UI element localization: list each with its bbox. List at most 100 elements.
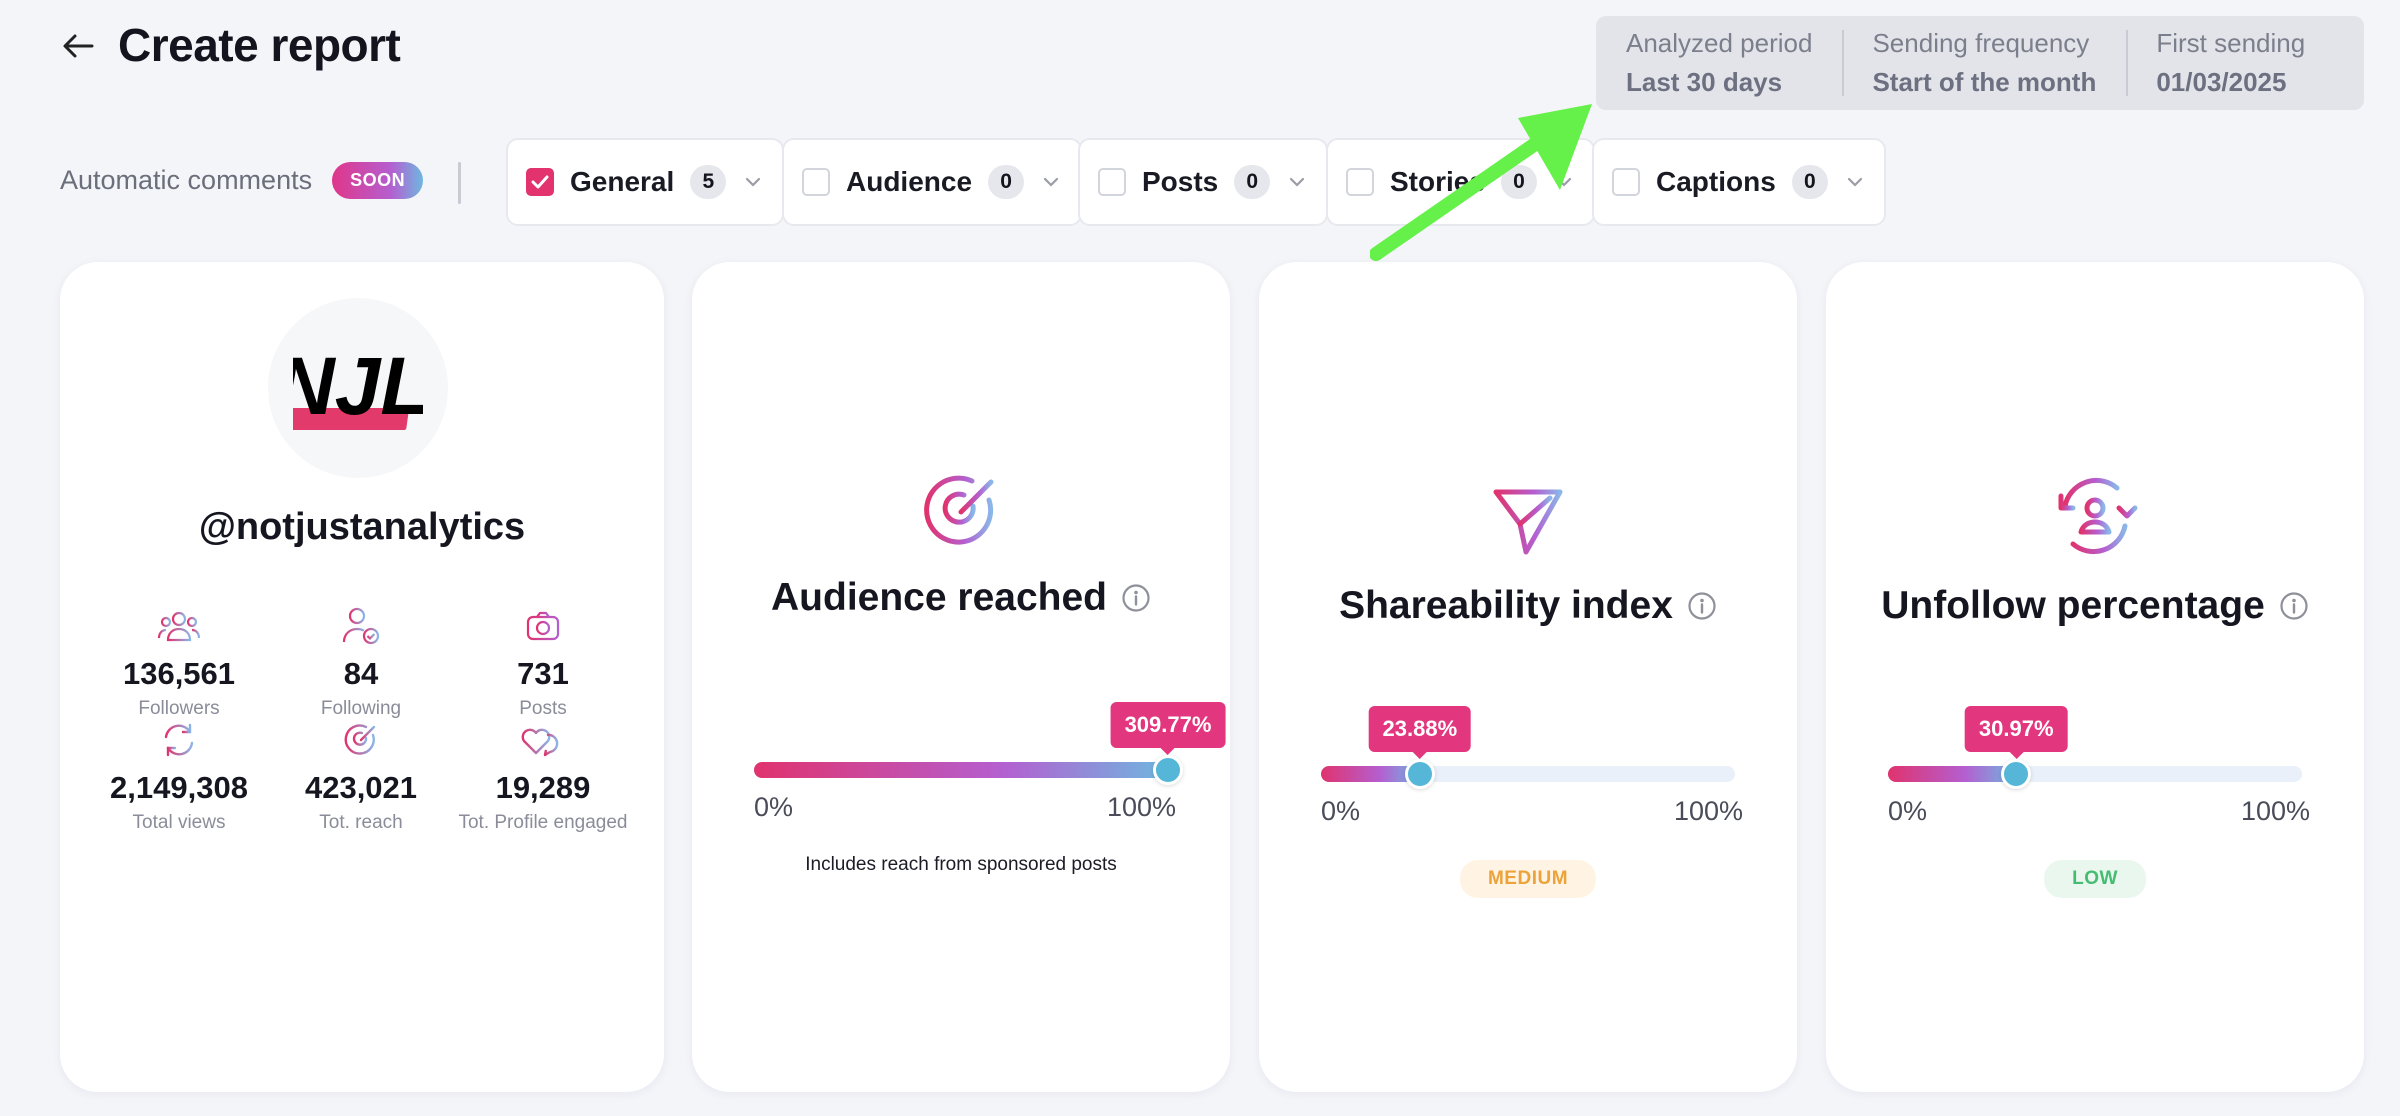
soon-badge: SOON (332, 162, 424, 199)
user-check-icon (342, 607, 380, 645)
metric-title: Audience reached (692, 576, 1230, 620)
annotation-arrow-icon (1370, 104, 1592, 261)
checkbox-posts[interactable] (1098, 168, 1126, 196)
stat-posts: 731 Posts (428, 606, 658, 720)
target-icon (344, 724, 376, 755)
automatic-comments: Automatic comments SOON (60, 162, 424, 199)
divider (458, 162, 461, 204)
stat-value: 19,289 (495, 770, 591, 805)
filter-count: 0 (988, 165, 1025, 199)
check-icon (531, 175, 549, 189)
camera-icon (526, 611, 560, 641)
filter-count: 0 (1791, 165, 1828, 199)
range-min-label: 0% (1888, 796, 1928, 826)
filter-label: Posts (1142, 166, 1219, 197)
slider-fill (1321, 766, 1420, 782)
filter-audience[interactable]: Audience 0 (782, 138, 1083, 226)
slider-value-tooltip: 23.88% (1368, 706, 1472, 759)
metric-title: Unfollow percentage (1826, 584, 2364, 628)
level-badge: MEDIUM (1459, 860, 1597, 898)
range-max-label: 100% (2240, 796, 2310, 826)
stat-label: Following (320, 698, 402, 719)
hearts-icon (521, 728, 559, 757)
page-title: Create report (118, 19, 401, 71)
filter-label: General (570, 166, 675, 197)
chevron-down-icon[interactable] (1040, 177, 1062, 187)
slider-fill (754, 762, 1168, 778)
stat-label: Followers (138, 698, 220, 719)
stat-followers: 136,561 Followers (64, 606, 294, 720)
slider-thumb[interactable] (1153, 755, 1183, 785)
stat-label: Tot. Profile engaged (458, 812, 628, 833)
stat-value: 2,149,308 (110, 770, 248, 805)
range-min-label: 0% (754, 792, 794, 822)
range-max-label: 100% (1106, 792, 1176, 822)
range-max-label: 100% (1673, 796, 1743, 826)
summary-value: 01/03/2025 (2156, 67, 2287, 97)
summary-analyzed-period: Analyzed period Last 30 days (1596, 16, 1842, 110)
unfollow-slider: 30.97% (1888, 706, 2302, 789)
automatic-comments-label: Automatic comments (60, 165, 313, 195)
checkbox-captions[interactable] (1612, 168, 1640, 196)
checkbox-stories[interactable] (1346, 168, 1374, 196)
stat-label: Tot. reach (319, 812, 403, 833)
summary-sending-frequency: Sending frequency Start of the month (1842, 16, 2126, 110)
brand-logo: NJL (268, 298, 448, 478)
metric-note: Includes reach from sponsored posts (805, 854, 1117, 875)
checkbox-general[interactable] (526, 168, 554, 196)
summary-value: Start of the month (1872, 67, 2097, 97)
filter-count: 5 (690, 165, 727, 199)
audience-reached-slider: 309.77% (754, 702, 1226, 785)
back-button[interactable] (58, 28, 98, 64)
slider-thumb[interactable] (2001, 759, 2032, 789)
shareability-title: Shareability index (1339, 584, 1673, 627)
audience-reached-title: Audience reached (771, 576, 1107, 619)
filter-count: 0 (1234, 165, 1271, 199)
audience-reached-card: Audience reached 309.77% 0% 100% Include… (692, 262, 1230, 1092)
profile-card: NJL @notjustanalytics 136,561 Followers … (60, 262, 664, 1092)
summary-label: Analyzed period (1626, 28, 1813, 58)
filter-general[interactable]: General 5 (506, 138, 785, 226)
summary-value: Last 30 days (1626, 67, 1783, 97)
funnel-icon (1493, 489, 1563, 555)
stat-value: 423,021 (304, 770, 418, 805)
stat-profile-engaged: 19,289 Tot. Profile engaged (428, 720, 658, 834)
chevron-down-icon[interactable] (1286, 177, 1308, 187)
unfollow-card: Unfollow percentage 30.97% 0% 100% LOW (1826, 262, 2364, 1092)
svg-text:NJL: NJL (293, 341, 423, 432)
arrow-left-icon (63, 34, 94, 58)
stat-label: Total views (132, 812, 226, 833)
chevron-down-icon[interactable] (742, 177, 764, 187)
slider-value-tooltip: 309.77% (1110, 702, 1226, 755)
stat-value: 731 (517, 656, 569, 691)
checkbox-audience[interactable] (802, 168, 830, 196)
summary-label: Sending frequency (1872, 28, 2090, 58)
summary-label: First sending (2156, 28, 2306, 58)
filter-captions[interactable]: Captions 0 (1592, 138, 1886, 226)
report-summary[interactable]: Analyzed period Last 30 days Sending fre… (1596, 16, 2364, 110)
user-refresh-icon (2058, 477, 2138, 555)
summary-first-sending: First sending 01/03/2025 (2126, 16, 2335, 110)
chevron-down-icon[interactable] (1844, 177, 1866, 187)
target-icon (924, 475, 994, 545)
profile-handle: @notjustanalytics (198, 506, 526, 548)
stat-value: 136,561 (122, 656, 236, 691)
shareability-slider: 23.88% (1321, 706, 1735, 789)
filter-label: Audience (846, 166, 973, 197)
stat-label: Posts (519, 698, 567, 719)
info-icon[interactable] (1687, 591, 1717, 621)
unfollow-title: Unfollow percentage (1881, 584, 2265, 627)
refresh-icon (164, 723, 194, 757)
info-icon[interactable] (1121, 583, 1151, 613)
filter-label: Captions (1656, 166, 1776, 197)
slider-fill (1888, 766, 2017, 782)
info-icon[interactable] (2279, 591, 2309, 621)
slider-value-tooltip: 30.97% (1964, 706, 2068, 759)
stat-value: 84 (343, 656, 379, 691)
stat-total-reach: 423,021 Tot. reach (246, 720, 476, 834)
range-min-label: 0% (1321, 796, 1361, 826)
stat-following: 84 Following (246, 606, 476, 720)
shareability-card: Shareability index 23.88% 0% 100% MEDIUM (1259, 262, 1797, 1092)
slider-thumb[interactable] (1404, 759, 1435, 789)
filter-posts[interactable]: Posts 0 (1078, 138, 1329, 226)
